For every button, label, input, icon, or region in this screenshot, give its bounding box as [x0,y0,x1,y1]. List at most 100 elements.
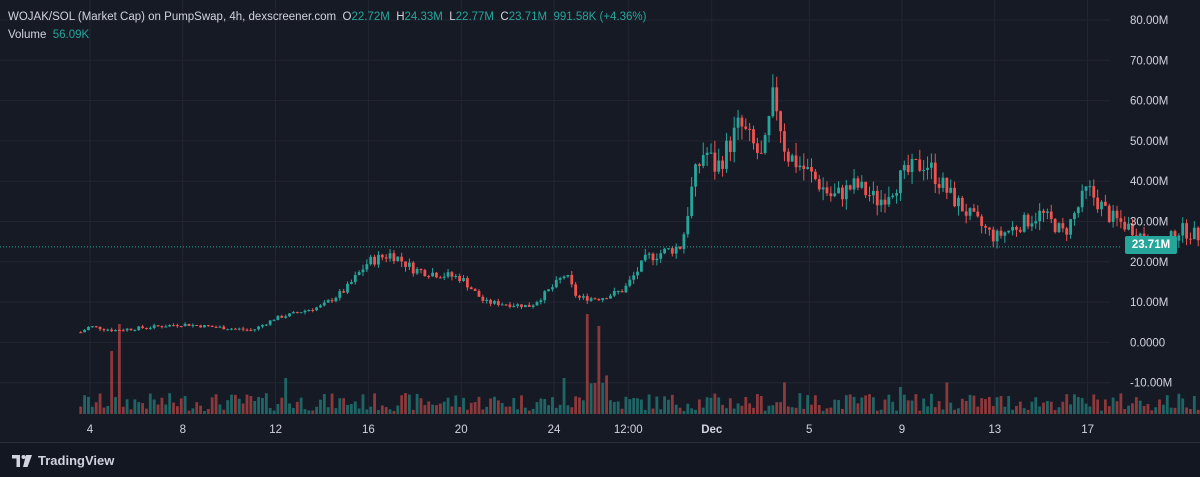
candle-body [1185,223,1188,239]
volume-bar [203,410,206,414]
volume-bar [164,404,168,414]
high-label: H [396,11,405,23]
volume-bar [543,399,547,414]
x-tick-label: 5 [806,424,812,436]
volume-bar [527,410,531,414]
candle-body [670,248,674,254]
volume-bar [589,383,593,414]
volume-bar [365,409,369,414]
candle-body [373,256,376,265]
candle-body [496,301,500,306]
volume-bar [222,409,226,414]
volume-bar [473,402,477,414]
candle-body [334,297,338,302]
volume-bar [848,394,852,414]
volume-bar [926,406,929,414]
y-tick-label: 10.00M [1130,297,1168,309]
candle-body [806,167,810,169]
volume-bar [922,398,926,414]
candle-body [307,309,311,311]
candle-body [593,298,597,300]
volume-bar [864,395,868,414]
candle-body [786,151,790,162]
candle-body [218,326,222,328]
candle-body [535,302,539,306]
candle-body [1042,210,1045,213]
tradingview-brand[interactable]: TradingView [12,453,114,468]
candle-body [937,184,941,188]
volume-bar [844,395,848,414]
volume-bar [605,375,608,414]
candle-body [914,159,918,161]
volume-bar [152,399,156,414]
candle-body [330,300,334,302]
x-tick-label: 9 [899,424,905,436]
candle-body [179,326,183,328]
candle-body [1053,219,1057,233]
candle-body [477,290,481,297]
price-chart[interactable]: 80.00M 70.00M 60.00M 50.00M 40.00M 30.00M 20.0… [0,0,1200,442]
volume-bar [821,410,825,414]
candle-body [226,329,230,331]
volume-bar [891,401,895,414]
volume-bar [172,402,175,414]
volume-bar [520,395,523,414]
volume-bar [249,396,253,414]
volume-bar [1096,399,1100,414]
candle-body [1069,219,1072,235]
volume-bar [1038,406,1042,414]
x-tick-label: 12:00 [614,424,643,436]
volume-bar [1007,396,1011,414]
volume-bar [837,400,840,414]
volume-bar [392,410,396,414]
volume-bar [694,409,697,414]
volume-bar [299,397,303,414]
volume-bar [1084,403,1088,414]
x-tick-label: 17 [1081,424,1094,436]
volume-bar [906,400,910,414]
candle-body [145,327,148,329]
volume-bar [736,403,740,414]
candle-body [790,155,794,162]
candle-body [957,197,960,207]
candle-body [485,299,489,301]
candle-body [705,152,709,156]
candle-body [690,186,694,217]
volume-bar [670,394,674,414]
x-tick-label: 12 [269,424,282,436]
candle-body [879,199,883,206]
tradingview-label: TradingView [38,453,115,468]
candle-body [585,296,589,301]
volume-bar [995,397,999,414]
candle-body [206,325,210,327]
volume-bar [195,402,199,414]
volume-bar [639,399,643,414]
volume-bar [991,406,995,414]
volume-bar [624,396,628,414]
volume-bar [183,396,187,414]
candle-body [137,326,141,331]
volume-bar [581,400,585,414]
volume-bar [264,393,268,414]
candle-body [349,282,353,284]
volume-bar [446,397,450,414]
candle-body [972,208,976,212]
candle-body [875,190,879,206]
volume-bar [322,393,326,414]
volume-bar [481,409,485,414]
volume-bar [570,407,574,414]
volume-bar [879,409,883,414]
candle-body [953,187,956,207]
candle-body [1107,205,1111,223]
symbol-title[interactable]: WOJAK/SOL (Market Cap) on PumpSwap, 4h, … [8,11,337,23]
candle-body [763,135,767,153]
volume-bar [404,393,407,414]
candle-body [388,253,392,259]
volume-bar [628,399,632,414]
volume-bar [141,403,144,414]
volume-bar [435,405,438,414]
volume-bar [1115,401,1119,414]
candle-body [686,216,690,235]
candle-body [1015,226,1018,230]
volume-bar [937,401,941,414]
